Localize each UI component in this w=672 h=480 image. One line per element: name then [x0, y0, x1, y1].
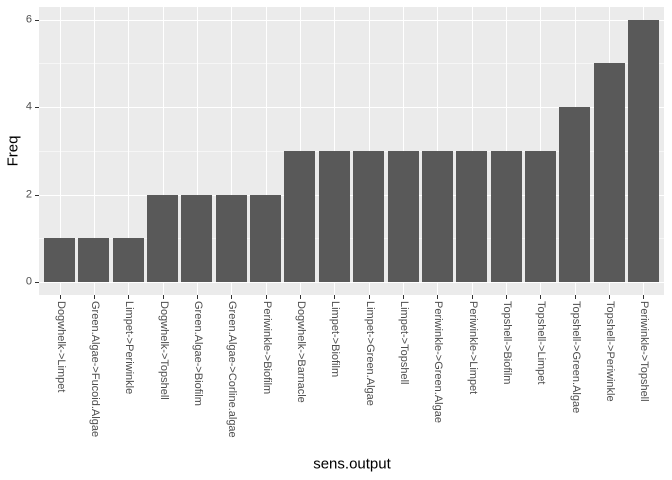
- bar: [559, 107, 590, 282]
- x-tick-mark: [506, 295, 507, 299]
- gridline-vertical-major: [266, 7, 267, 295]
- bar: [113, 238, 144, 282]
- x-tick-label: Dogwhelk->Barnacle: [294, 301, 307, 403]
- x-tick-mark: [163, 295, 164, 299]
- gridline-vertical-major: [163, 7, 164, 295]
- x-tick-mark: [575, 295, 576, 299]
- x-tick-label: Topshell->Green.Algae: [569, 301, 582, 414]
- x-tick-mark: [403, 295, 404, 299]
- bar: [250, 194, 281, 282]
- x-tick-label: Limpet->Biofilm: [328, 301, 341, 378]
- bar: [319, 150, 350, 282]
- x-tick-label: Limpet->Periwinkle: [122, 301, 135, 395]
- x-tick-label: Periwinkle->Topshell: [637, 301, 650, 402]
- y-tick-mark: [35, 282, 39, 283]
- x-tick-mark: [197, 295, 198, 299]
- bar: [422, 150, 453, 282]
- plot-panel: [39, 7, 664, 295]
- bar: [456, 150, 487, 282]
- x-tick-label: Green.Algae->Biofilm: [191, 301, 204, 406]
- x-tick-label: Green.Algae->Corline.algae: [225, 301, 238, 438]
- gridline-vertical-major: [197, 7, 198, 295]
- x-tick-label: Topshell->Periwinkle: [603, 301, 616, 402]
- gridline-horizontal-minor: [39, 238, 664, 240]
- gridline-vertical-major: [231, 7, 232, 295]
- y-axis-title: Freq: [4, 135, 22, 167]
- bar: [594, 63, 625, 282]
- gridline-horizontal-minor: [39, 150, 664, 152]
- x-tick-mark: [94, 295, 95, 299]
- x-tick-label: Periwinkle->Biofilm: [260, 301, 273, 395]
- bar: [525, 150, 556, 282]
- x-tick-label: Dogwhelk->Limpet: [54, 301, 67, 393]
- x-tick-mark: [609, 295, 610, 299]
- x-tick-label: Periwinkle->Limpet: [466, 301, 479, 395]
- y-tick-label: 6: [25, 13, 32, 25]
- gridline-horizontal-minor: [39, 63, 664, 65]
- x-tick-label: Dogwhelk->Topshell: [157, 301, 170, 400]
- gridline-horizontal-major: [39, 194, 664, 196]
- bar: [284, 150, 315, 282]
- x-tick-mark: [266, 295, 267, 299]
- bar: [147, 194, 178, 282]
- bar: [44, 238, 75, 282]
- x-tick-label: Green.Algae->Fucoid.Algae: [88, 301, 101, 438]
- x-tick-mark: [437, 295, 438, 299]
- x-tick-label: Limpet->Green.Algae: [363, 301, 376, 406]
- x-tick-mark: [300, 295, 301, 299]
- x-tick-mark: [60, 295, 61, 299]
- bar: [491, 150, 522, 282]
- x-tick-mark: [334, 295, 335, 299]
- x-tick-label: Periwinkle->Green.Algae: [431, 301, 444, 423]
- gridline-horizontal-major: [39, 282, 664, 283]
- gridline-horizontal-major: [39, 19, 664, 21]
- x-tick-mark: [231, 295, 232, 299]
- x-tick-label: Limpet->Topshell: [397, 301, 410, 385]
- y-tick-label: 0: [25, 275, 32, 288]
- gridline-vertical-major: [94, 7, 95, 295]
- bar: [181, 194, 212, 282]
- x-tick-mark: [369, 295, 370, 299]
- x-axis-title: sens.output: [313, 455, 391, 473]
- x-tick-label: Topshell->Limpet: [534, 301, 547, 385]
- y-tick-label: 2: [25, 188, 32, 200]
- gridline-horizontal-major: [39, 107, 664, 108]
- y-tick-label: 4: [25, 100, 32, 113]
- x-tick-mark: [540, 295, 541, 299]
- x-tick-mark: [472, 295, 473, 299]
- bar: [78, 238, 109, 282]
- x-tick-label: Topshell->Biofilm: [500, 301, 513, 385]
- bar: [628, 19, 659, 282]
- bar: [388, 150, 419, 282]
- y-tick-mark: [35, 194, 39, 196]
- bar: [216, 194, 247, 282]
- x-tick-mark: [643, 295, 644, 299]
- gridline-vertical-major: [60, 7, 61, 295]
- y-tick-mark: [35, 107, 39, 108]
- x-tick-mark: [128, 295, 129, 299]
- bar: [353, 150, 384, 282]
- y-tick-mark: [35, 19, 39, 21]
- gridline-vertical-major: [128, 7, 129, 295]
